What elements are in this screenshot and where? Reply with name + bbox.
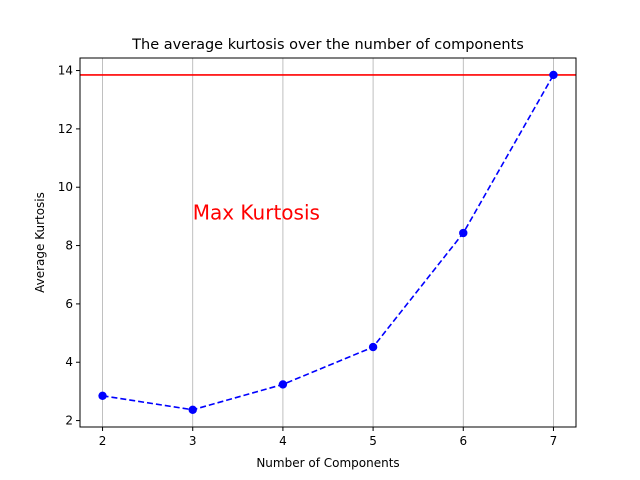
y-axis-label: Average Kurtosis — [33, 192, 47, 293]
y-tick-label: 14 — [58, 64, 73, 78]
x-axis-label: Number of Components — [256, 456, 399, 470]
data-point — [98, 391, 107, 400]
x-tick-label: 5 — [369, 434, 377, 448]
y-tick-label: 8 — [65, 239, 73, 253]
data-point — [278, 380, 288, 389]
y-tick-label: 10 — [58, 180, 73, 194]
y-axis: 2 4 6 8 10 12 14 — [58, 64, 80, 428]
max-kurtosis-annotation: Max Kurtosis — [193, 200, 320, 224]
x-tick-label: 7 — [550, 434, 558, 448]
x-axis: 2 3 4 5 6 7 — [99, 427, 558, 448]
plot-frame — [79, 57, 577, 428]
y-tick-label: 4 — [65, 355, 73, 369]
y-tick-label: 12 — [58, 122, 73, 136]
grid-lines — [102, 58, 554, 427]
y-tick-label: 6 — [65, 297, 73, 311]
x-tick-label: 6 — [459, 434, 467, 448]
data-point — [188, 405, 197, 414]
x-tick-label: 4 — [279, 434, 287, 448]
data-point — [549, 70, 558, 80]
series-line — [102, 74, 555, 411]
data-layer — [80, 70, 576, 414]
chart-title: The average kurtosis over the number of … — [131, 37, 524, 53]
y-tick-label: 2 — [65, 414, 73, 428]
data-point — [368, 342, 378, 352]
data-point — [459, 228, 468, 238]
x-tick-label: 3 — [189, 434, 197, 448]
x-tick-label: 2 — [99, 434, 107, 448]
